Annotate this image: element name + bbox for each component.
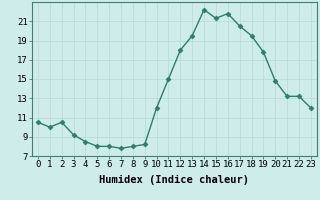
X-axis label: Humidex (Indice chaleur): Humidex (Indice chaleur) (100, 175, 249, 185)
